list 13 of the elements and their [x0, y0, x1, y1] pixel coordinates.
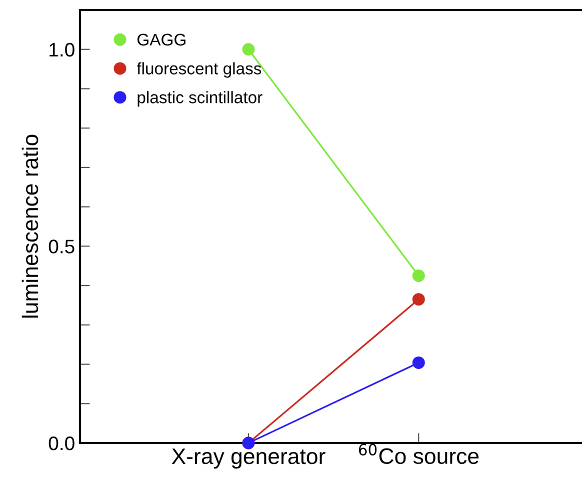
x-tick-label: $^{60}$Co source	[358, 444, 479, 464]
point	[412, 269, 425, 282]
point	[412, 356, 425, 369]
y-tick-label: 0.0	[48, 436, 74, 450]
y-tick-label: 1.0	[50, 42, 74, 57]
legend-label: plastic scintillator	[138, 91, 262, 107]
x-tick-label: X-ray generator	[172, 448, 326, 469]
legend-label: fluorescent glass	[136, 62, 262, 78]
point	[412, 293, 425, 306]
point	[242, 43, 255, 56]
legend-label: GAGG	[138, 34, 186, 46]
y-tick-label: 0.5	[48, 240, 74, 254]
y-axis-title: luminescence ratio	[22, 134, 38, 318]
